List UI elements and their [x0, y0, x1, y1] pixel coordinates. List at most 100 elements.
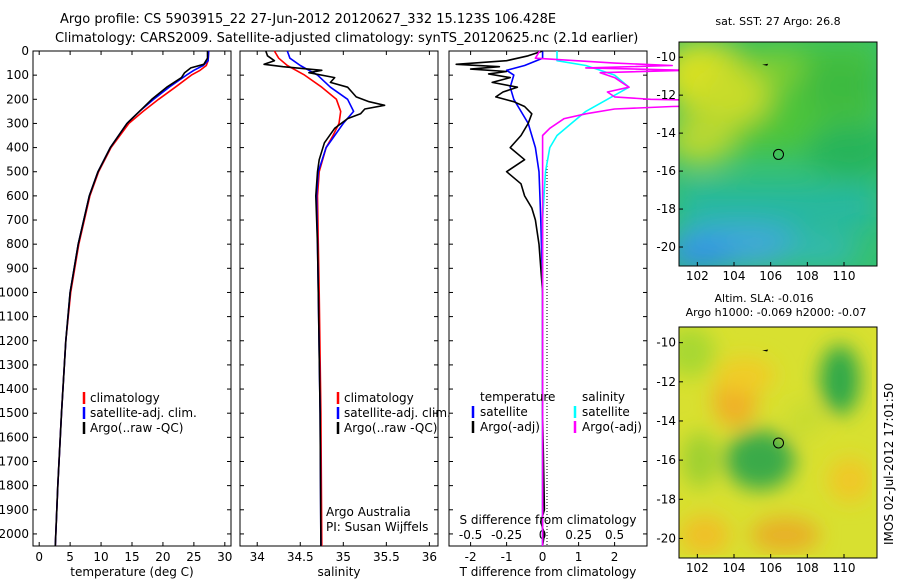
sla-map-ticks: 102 104 106 108 110 -10 -12 -14 -16 -18 -20: [656, 336, 855, 575]
difference-x-ticks: -2 -1 0 1 2-0.5 -0.25 0 0.25 0.5: [459, 51, 624, 564]
depth-tick-label: 1400: [0, 382, 29, 396]
lat-tick-label: -18: [656, 202, 676, 216]
depth-tick-label: 200: [6, 92, 29, 106]
depth-tick-label: 0: [21, 44, 29, 58]
depth-tick-label: 1100: [0, 310, 29, 324]
legend-s-satellite-label: satellite: [582, 405, 630, 419]
lat-tick-label: -20: [656, 240, 676, 254]
lon-tick-label: 110: [833, 561, 856, 575]
legend-argo-label: Argo(..raw -QC): [90, 421, 183, 435]
legend-satellite-label: satellite-adj. clim.: [90, 406, 197, 420]
sla-map-frame: [678, 326, 878, 559]
x-tick-label: 34.5: [287, 550, 314, 564]
lon-tick-label: 108: [796, 561, 819, 575]
s-diff-tick-label: -0.25: [491, 528, 522, 542]
difference-panel: -2 -1 0 1 2 -0.5 -0.25 0 0.25 0.5 temperature sat…: [448, 50, 803, 579]
x-tick-label: 1: [575, 550, 583, 564]
lon-tick-label: 106: [759, 561, 782, 575]
x-tick-label: -2: [465, 550, 477, 564]
temperature-legend: climatology satellite-adj. clim. Argo(..…: [82, 391, 197, 435]
depth-tick-label: 100: [6, 68, 29, 82]
header-line-1: Argo profile: CS 5903915_22 27-Jun-2012 …: [60, 12, 556, 27]
lon-tick-label: 110: [833, 269, 856, 283]
depth-tick-label: 1300: [0, 358, 29, 372]
x-tick-label: -1: [501, 550, 513, 564]
depth-tick-label: 1600: [0, 430, 29, 444]
argo-position-marker: [773, 437, 785, 449]
legend-temperature-title: temperature: [480, 390, 555, 404]
sla-field: [679, 327, 877, 558]
depth-tick-label: 1000: [0, 285, 29, 299]
salinity-panel: 34 34.5 35 35.5 36 climatology satellite-adj…: [239, 50, 451, 579]
salinity-legend: climatology satellite-adj. clim. Argo(..…: [336, 391, 451, 435]
s-diff-tick-label: 0.5: [605, 528, 624, 542]
depth-tick-label: 1900: [0, 503, 29, 517]
argo-position-marker: [773, 148, 785, 160]
temperature-diff-legend: temperature satellite Argo(-adj): [471, 390, 555, 434]
x-tick-label: 10: [93, 550, 108, 564]
legend-salinity-title: salinity: [582, 390, 625, 404]
s-diff-tick-label: -0.5: [459, 528, 482, 542]
x-tick-label: 5: [66, 550, 74, 564]
credit-argo-australia: Argo Australia: [326, 505, 411, 519]
x-tick-label: 30: [217, 550, 232, 564]
temperature-x-ticks: 0 5 10 15 20 25 30: [35, 51, 232, 564]
legend-t-satellite-label: satellite: [480, 405, 528, 419]
salinity-axes-frame: [239, 50, 439, 547]
island-mark: [762, 63, 769, 66]
x-tick-label: 34: [250, 550, 265, 564]
salinity-lines: [263, 50, 386, 547]
lat-tick-label: -16: [656, 164, 676, 178]
legend-climatology-label: climatology: [344, 391, 414, 405]
sst-map-frame: [678, 41, 878, 267]
lon-tick-label: 102: [686, 269, 709, 283]
depth-tick-label: 800: [6, 237, 29, 251]
depth-tick-label: 300: [6, 116, 29, 130]
series-line-climatology: [273, 50, 342, 547]
s-difference-axis-label: S difference from climatology: [460, 513, 637, 527]
x-tick-label: 15: [124, 550, 139, 564]
sla-map-panel: Altim. SLA: -0.016 Argo h1000: -0.069 h2…: [656, 292, 878, 575]
sst-map-panel: sat. SST: 27 Argo: 26.8 102 104 106 108 110 -…: [656, 15, 878, 283]
depth-tick-label: 1700: [0, 454, 29, 468]
x-tick-label: 36: [422, 550, 437, 564]
lat-tick-label: -20: [656, 531, 676, 545]
lon-tick-label: 106: [759, 269, 782, 283]
legend-s-argo-label: Argo(-adj): [582, 420, 642, 434]
x-tick-label: 35.5: [373, 550, 400, 564]
sst-map-title: sat. SST: 27 Argo: 26.8: [715, 15, 840, 28]
depth-tick-label: 1500: [0, 406, 29, 420]
sst-map-ticks: 102 104 106 108 110 -10 -12 -14 -16 -18 -20: [656, 50, 855, 283]
lat-tick-label: -12: [656, 88, 676, 102]
lat-tick-label: -10: [656, 50, 676, 64]
lat-tick-label: -10: [656, 336, 676, 350]
sla-map-title-1: Altim. SLA: -0.016: [714, 292, 813, 305]
x-tick-label: 0: [35, 550, 43, 564]
temperature-y-ticks: 0 100 200 300 400 500 600 700 800 900 1000 1100 1200…: [0, 44, 231, 541]
lon-tick-label: 104: [723, 561, 746, 575]
temperature-panel: 0100200300400500600700800900100011001200…: [0, 44, 232, 579]
s-diff-tick-label: 0.25: [565, 528, 592, 542]
salinity-diff-legend: salinity satellite Argo(-adj): [573, 390, 642, 434]
salinity-y-ticks: [240, 50, 438, 535]
lon-tick-label: 108: [796, 269, 819, 283]
x-tick-label: 25: [186, 550, 201, 564]
series-line-argo: [54, 51, 209, 547]
depth-tick-label: 400: [6, 141, 29, 155]
lat-tick-label: -18: [656, 492, 676, 506]
legend-t-argo-label: Argo(-adj): [480, 420, 540, 434]
depth-tick-label: 600: [6, 189, 29, 203]
credit-pi: PI: Susan Wijffels: [326, 520, 428, 534]
lat-tick-label: -14: [656, 126, 676, 140]
sla-map-markers: [762, 349, 785, 449]
lon-tick-label: 104: [723, 269, 746, 283]
depth-tick-label: 700: [6, 213, 29, 227]
temperature-axes-frame: [32, 50, 232, 547]
depth-tick-label: 2000: [0, 527, 29, 541]
x-tick-label: 0: [539, 550, 547, 564]
header-line-2: Climatology: CARS2009. Satellite-adjuste…: [55, 31, 638, 46]
sst-map-markers: [762, 63, 785, 160]
island-mark: [762, 349, 769, 352]
lat-tick-label: -14: [656, 414, 676, 428]
